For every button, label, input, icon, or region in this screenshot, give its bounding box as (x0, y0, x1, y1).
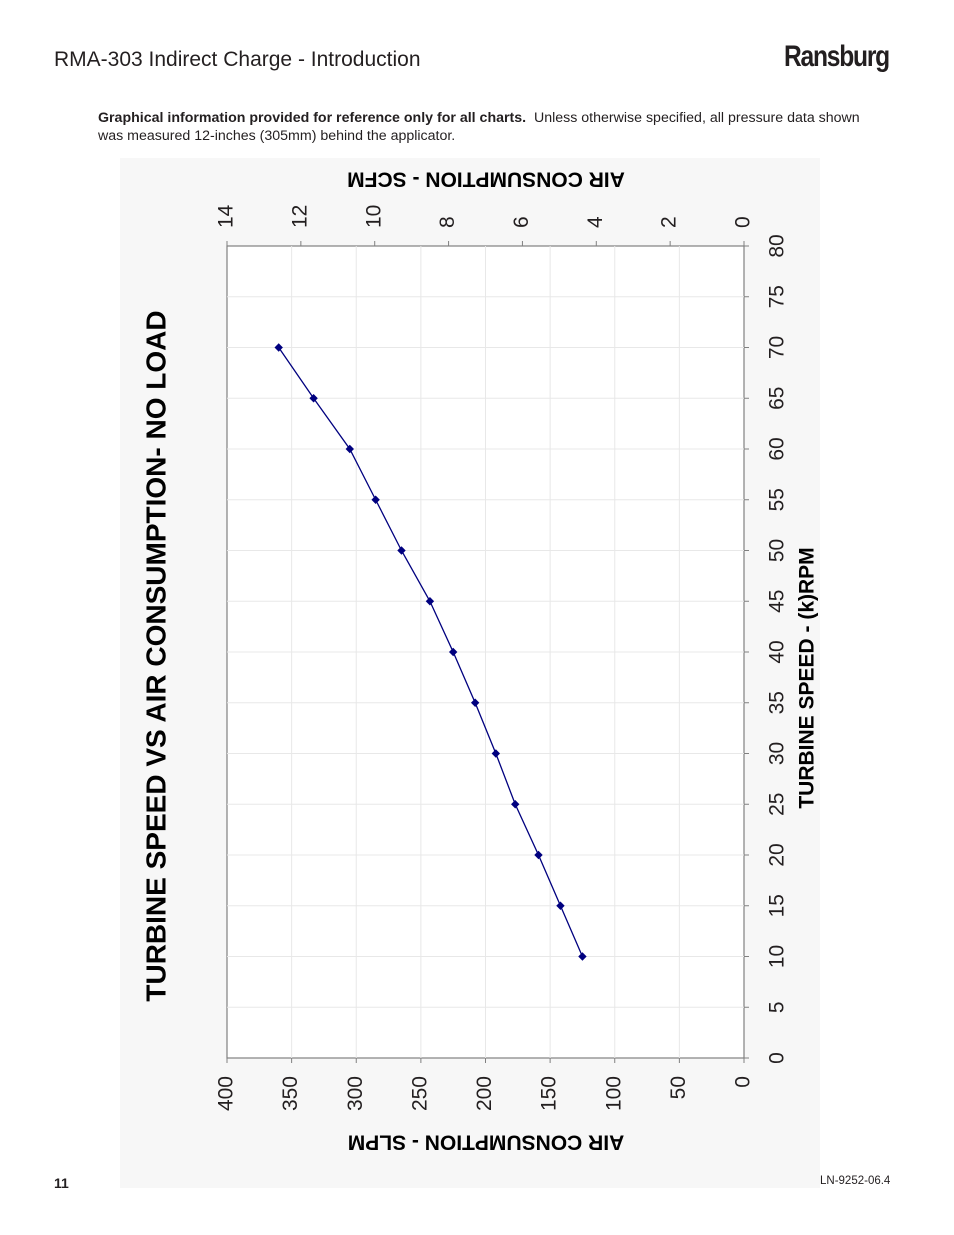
y-tick-label: 50 (667, 1076, 690, 1099)
data-point (578, 952, 587, 961)
y-tick-label: 200 (473, 1076, 496, 1111)
data-point (397, 546, 406, 555)
data-point (274, 343, 283, 352)
x-tick-label: 10 (766, 945, 789, 968)
brand-logo: Ransburg (784, 40, 890, 73)
y2-tick-label: 0 (732, 216, 755, 228)
x-tick-label: 15 (766, 894, 789, 917)
y2-tick-label: 12 (288, 205, 311, 228)
chart-title: TURBINE SPEED VS AIR CONSUMPTION- NO LOA… (140, 310, 171, 1001)
y-tick-label: 150 (538, 1076, 561, 1111)
y-tick-label: 0 (732, 1076, 755, 1088)
reference-note: Graphical information provided for refer… (98, 109, 888, 145)
y2-tick-label: 6 (510, 216, 533, 228)
doc-number: LN-9252-06.4 (820, 1175, 891, 1187)
turbine-speed-chart: 0510152025303540455055606570758005010015… (140, 167, 819, 1153)
x-tick-label: 5 (766, 1001, 789, 1013)
data-point (425, 597, 435, 606)
data-point (448, 647, 458, 657)
data-point (491, 749, 501, 758)
chart-panel: 0 5 10 15 20 25 30 35 40 45 50 55 60 65 70 75 80 0 50 100 15… (120, 158, 820, 1188)
y2-tick-label: 10 (362, 205, 385, 228)
data-point (470, 698, 480, 707)
x-tick-label: 20 (766, 843, 789, 866)
header-title: RMA-303 Indirect Charge - Introduction (54, 48, 421, 71)
x-tick-label: 60 (766, 437, 789, 460)
y-axis-title: AIR CONSUMPTION - SLPM (348, 1130, 625, 1153)
x-tick-label: 25 (766, 793, 789, 816)
y2-axis-title: AIR CONSUMPTION - SCFM (347, 167, 625, 190)
y2-tick-label: 2 (658, 216, 681, 228)
x-tick-label: 80 (766, 234, 789, 257)
x-axis-title: TURBINE SPEED - (k)RPM (796, 547, 819, 808)
y2-tick-label: 8 (436, 216, 459, 228)
x-tick-label: 70 (766, 336, 789, 359)
y-tick-label: 100 (602, 1076, 625, 1111)
x-tick-label: 35 (766, 691, 789, 714)
y-tick-label: 400 (215, 1076, 238, 1111)
x-tick-label: 0 (766, 1052, 789, 1064)
y2-tick-label: 14 (215, 204, 238, 228)
x-tick-label: 75 (766, 285, 789, 308)
data-point (511, 800, 520, 809)
y-tick-label: 300 (344, 1076, 367, 1111)
x-tick-label: 55 (766, 488, 789, 511)
y-tick-label: 350 (279, 1076, 302, 1111)
page-number: 11 (54, 1175, 69, 1191)
x-tick-label: 65 (766, 387, 789, 410)
reference-note-text: Unless otherwise specified, all pressure… (98, 110, 860, 144)
y2-tick-label: 4 (584, 216, 607, 228)
x-tick-label: 50 (766, 539, 789, 562)
x-tick-label: 30 (766, 742, 789, 765)
data-point (371, 495, 380, 504)
data-point (345, 444, 354, 454)
x-tick-label: 40 (766, 640, 789, 663)
y-tick-label: 250 (408, 1076, 431, 1111)
x-tick-label: 45 (766, 590, 789, 613)
reference-note-bold: Graphical information provided for refer… (98, 110, 527, 126)
